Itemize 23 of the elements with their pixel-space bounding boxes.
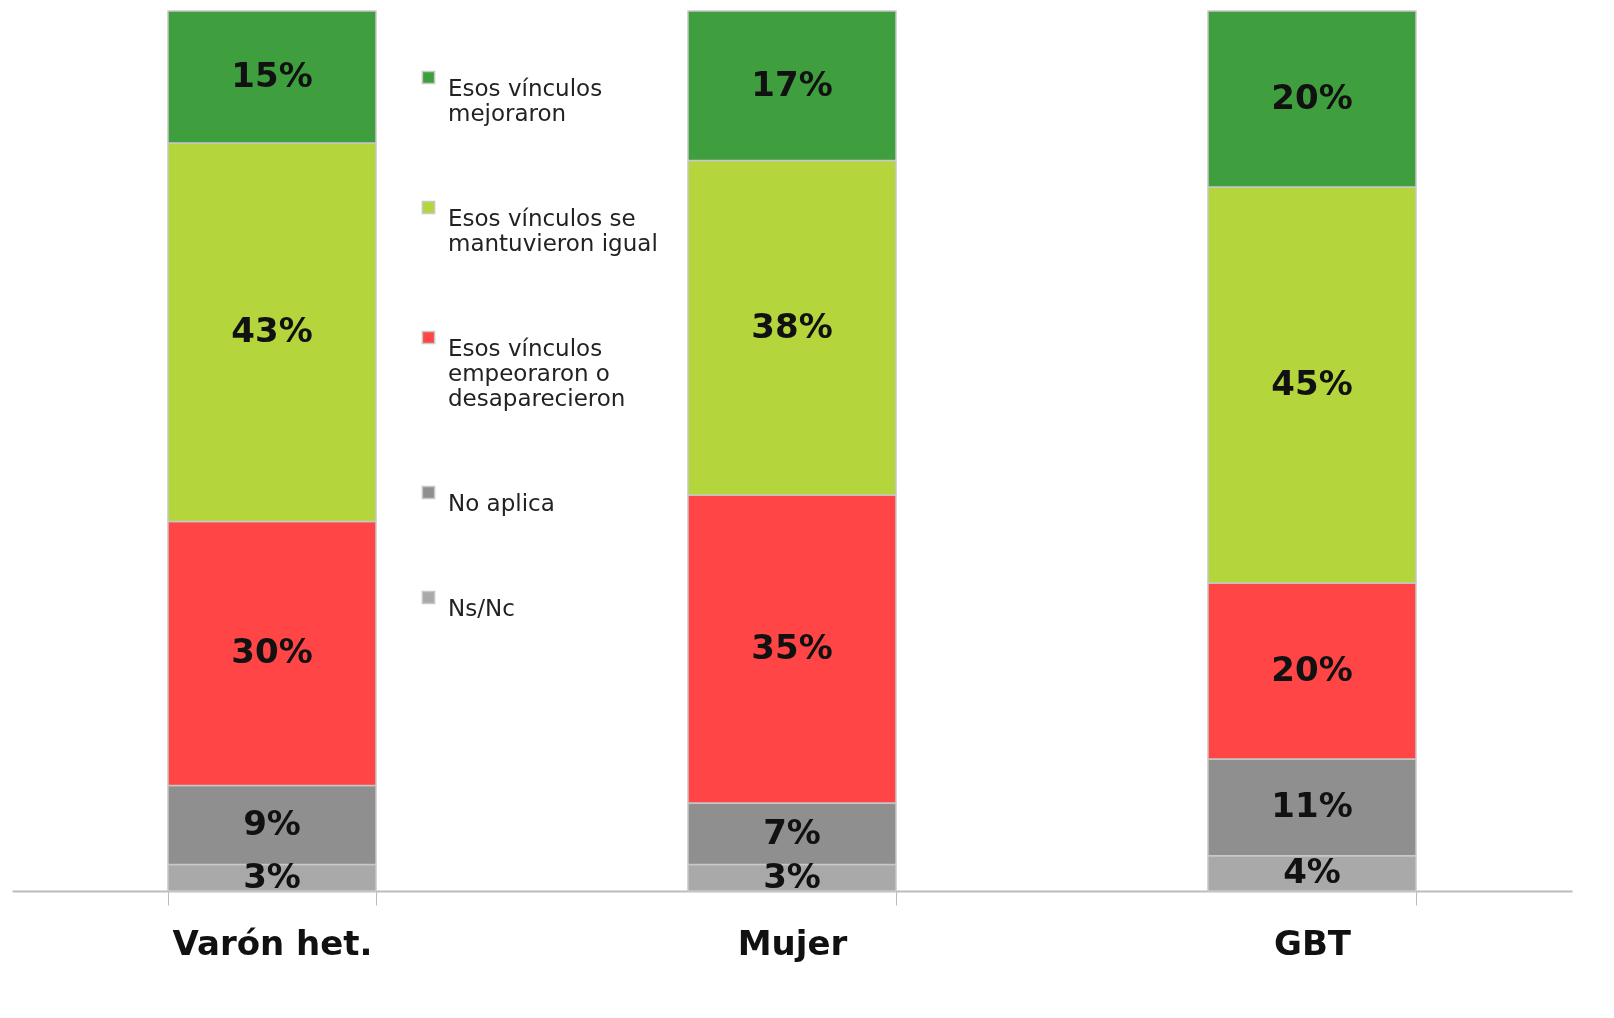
x-tick-label: GBT	[1273, 922, 1352, 963]
data-label: 9%	[243, 803, 301, 843]
data-label: 4%	[1283, 851, 1341, 892]
data-label: 3%	[763, 855, 821, 896]
legend-label: No aplica	[448, 489, 555, 516]
data-label: 30%	[231, 631, 313, 672]
data-label: 17%	[751, 63, 833, 104]
data-label: 20%	[1271, 649, 1353, 689]
legend-label: Esos vínculos empeoraron o desaparecieron	[448, 334, 626, 411]
x-tick-label: Varón het.	[172, 922, 373, 963]
data-label: 43%	[231, 310, 313, 351]
data-label: 20%	[1271, 77, 1353, 117]
data-label: 38%	[751, 305, 833, 346]
data-label: 3%	[243, 855, 301, 896]
data-label: 35%	[751, 627, 833, 667]
data-label: 11%	[1271, 785, 1353, 826]
legend-label: Esos vínculos mejoraron	[448, 74, 603, 126]
legend-label: Ns/Nc	[448, 594, 515, 621]
x-tick-label: Mujer	[737, 922, 848, 963]
data-label: 45%	[1271, 363, 1353, 403]
legend-label: Esos vínculos se mantuvieron igual	[448, 204, 658, 256]
data-label: 15%	[231, 55, 313, 95]
data-label: 7%	[763, 811, 821, 852]
